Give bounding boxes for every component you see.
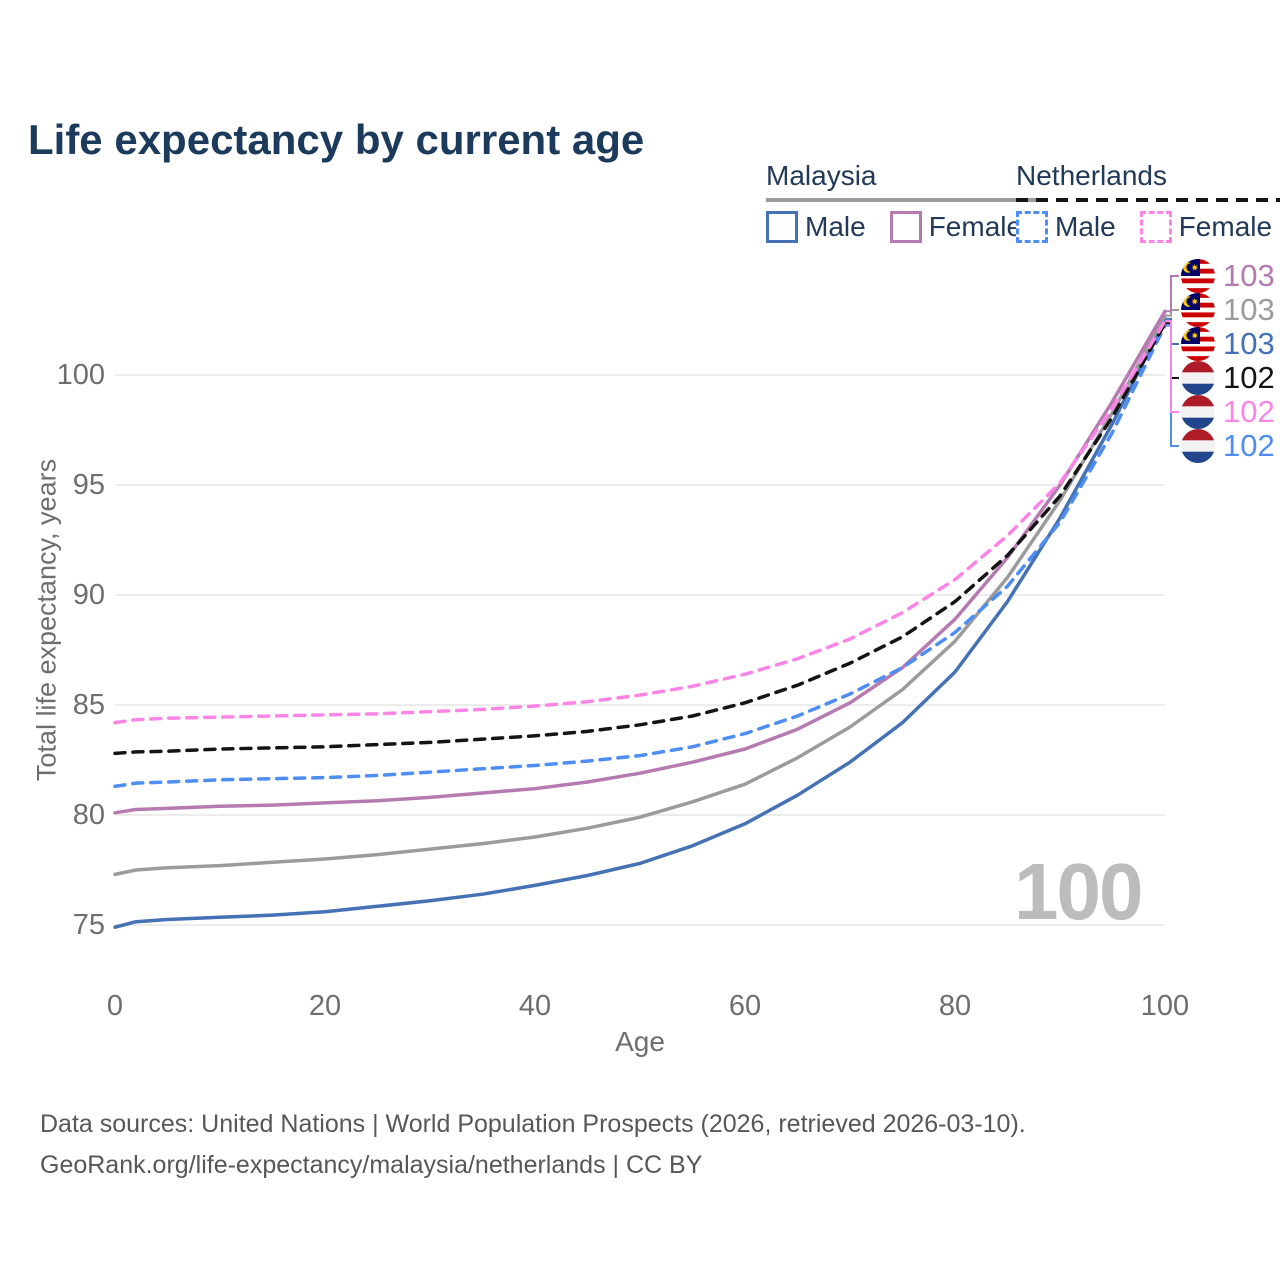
malaysia-flag-icon — [1181, 293, 1215, 327]
end-label-row: 102 — [1181, 394, 1275, 429]
end-label-leader-line — [1165, 320, 1179, 413]
legend-swatch-icon — [889, 211, 922, 243]
series-line-netherlands-male[interactable] — [113, 323, 1167, 789]
end-label-row: 103 — [1181, 258, 1275, 293]
y-tick-label: 75 — [72, 909, 105, 941]
x-tick-label: 60 — [728, 990, 762, 1022]
end-label-value: 102 — [1223, 428, 1275, 463]
end-label-row: 102 — [1181, 360, 1275, 395]
legend-swatch-icon — [766, 211, 798, 243]
series-line-netherlands-female[interactable] — [113, 319, 1167, 725]
page-title: Life expectancy by current age — [28, 116, 645, 164]
y-tick-label: 90 — [72, 579, 105, 611]
series-line-malaysia-female[interactable] — [113, 309, 1167, 815]
legend-item-malaysia-female[interactable]: Female — [889, 211, 1023, 243]
legend-country-line-sample — [766, 198, 1047, 202]
footer-data-sources: Data sources: United Nations | World Pop… — [40, 1110, 1026, 1138]
legend-country-line-sample — [1016, 198, 1280, 202]
legend-item-netherlands-male[interactable]: Male — [1016, 211, 1116, 243]
legend-group-netherlands: Netherlands Male Female — [1016, 160, 1280, 243]
legend-item-label: Female — [1178, 211, 1273, 242]
end-label-leader-line — [1165, 309, 1179, 317]
netherlands-flag-icon — [1181, 361, 1215, 395]
x-tick-label: 40 — [518, 990, 552, 1022]
y-axis-title: Total life expectancy, years — [31, 458, 62, 782]
y-tick-label: 95 — [72, 469, 105, 501]
y-tick-label: 85 — [72, 689, 105, 721]
legend-item-label: Male — [805, 211, 866, 242]
footer: Data sources: United Nations | World Pop… — [40, 1104, 1026, 1186]
legend-country-label[interactable]: Malaysia — [766, 160, 877, 191]
legend-item-label: Female — [928, 211, 1023, 242]
end-label-row: 103 — [1181, 326, 1275, 361]
end-label-value: 103 — [1223, 258, 1275, 293]
x-tick-label: 0 — [106, 990, 124, 1022]
series-line-netherlands-total[interactable] — [113, 321, 1167, 756]
series-line-malaysia-male[interactable] — [113, 317, 1167, 929]
x-tick-label: 20 — [308, 990, 342, 1022]
end-label-value: 102 — [1223, 360, 1275, 395]
legend-group-malaysia: Malaysia Male Female — [766, 160, 1047, 243]
x-tick-label: 100 — [1140, 990, 1190, 1022]
end-label-row: 103 — [1181, 292, 1275, 327]
y-tick-label: 80 — [72, 799, 105, 831]
end-label-value: 102 — [1223, 394, 1275, 429]
y-tick-label: 100 — [56, 359, 105, 391]
legend-item-malaysia-male[interactable]: Male — [766, 211, 866, 243]
legend-country-label[interactable]: Netherlands — [1016, 160, 1167, 191]
end-label-value: 103 — [1223, 292, 1275, 327]
legend-swatch-icon — [1016, 211, 1048, 243]
end-label-value: 103 — [1223, 326, 1275, 361]
netherlands-flag-icon — [1181, 429, 1215, 463]
netherlands-flag-icon — [1181, 395, 1215, 429]
malaysia-flag-icon — [1181, 327, 1215, 361]
legend-swatch-icon — [1139, 211, 1172, 243]
malaysia-flag-icon — [1181, 259, 1215, 293]
legend-item-netherlands-female[interactable]: Female — [1139, 211, 1273, 243]
age-watermark: 100 — [1014, 847, 1143, 936]
x-tick-label: 80 — [938, 990, 972, 1022]
footer-attribution: GeoRank.org/life-expectancy/malaysia/net… — [40, 1151, 703, 1179]
end-label-row: 102 — [1181, 428, 1275, 463]
end-label-leader-line — [1165, 275, 1179, 313]
x-axis-title: Age — [615, 1026, 665, 1057]
legend-item-label: Male — [1055, 211, 1116, 242]
